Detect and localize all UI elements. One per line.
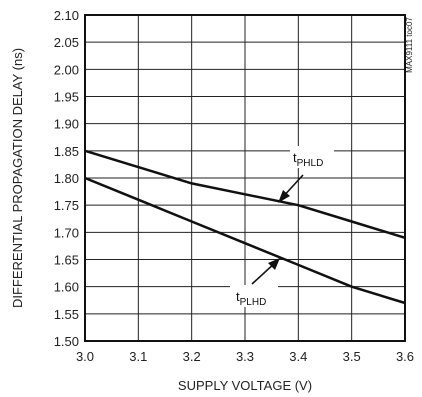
x-tick-label: 3.6 (396, 349, 414, 364)
y-tick-label: 1.65 (54, 253, 79, 268)
figure-id: MAX9111 toc07 (405, 17, 414, 73)
arrowhead-phld (278, 190, 290, 203)
series-lines (84, 149, 406, 305)
y-tick-label: 1.50 (54, 334, 79, 349)
y-tick-label: 1.55 (54, 307, 79, 322)
series-label-phld: tPHLD (293, 150, 323, 169)
y-axis-title: DIFFERENTIAL PROPAGATION DELAY (ns) (10, 48, 25, 308)
series-label-plhd: tPLHD (236, 289, 266, 308)
y-tick-label: 2.05 (54, 35, 79, 50)
y-tick-label: 1.95 (54, 90, 79, 105)
plot-frame (84, 14, 406, 342)
x-axis-title: SUPPLY VOLTAGE (V) (178, 378, 312, 393)
x-tick-label: 3.5 (343, 349, 361, 364)
y-tick-label: 1.70 (54, 225, 79, 240)
arrowhead-plhd (268, 258, 280, 270)
y-tick-label: 2.00 (54, 62, 79, 77)
y-tick-label: 1.80 (54, 171, 79, 186)
y-tick-label: 1.85 (54, 144, 79, 159)
series-label-phld-main: t (293, 150, 297, 165)
x-tick-label: 3.2 (183, 349, 201, 364)
series-label-phld-sub: PHLD (297, 158, 324, 169)
series-label-plhd-main: t (236, 289, 240, 304)
label-bg-phld (290, 146, 334, 168)
series-label-plhd-sub: PLHD (240, 297, 267, 308)
grid (84, 14, 406, 342)
label-bg-plhd (230, 285, 278, 307)
x-tick-label: 3.1 (129, 349, 147, 364)
y-tick-labels: 1.50 1.55 1.60 1.65 1.70 1.75 1.80 1.85 1.90 1.95… (54, 8, 79, 349)
series-line-tplhd (84, 176, 406, 305)
y-tick-label: 1.90 (54, 117, 79, 132)
x-tick-label: 3.0 (76, 349, 94, 364)
series-line-tphld (84, 149, 406, 239)
x-tick-label: 3.4 (289, 349, 307, 364)
y-tick-label: 1.75 (54, 198, 79, 213)
y-tick-label: 2.10 (54, 8, 79, 23)
x-tick-labels: 3.0 3.1 3.2 3.3 3.4 3.5 3.6 (76, 349, 414, 364)
x-tick-label: 3.3 (236, 349, 254, 364)
y-tick-label: 1.60 (54, 280, 79, 295)
